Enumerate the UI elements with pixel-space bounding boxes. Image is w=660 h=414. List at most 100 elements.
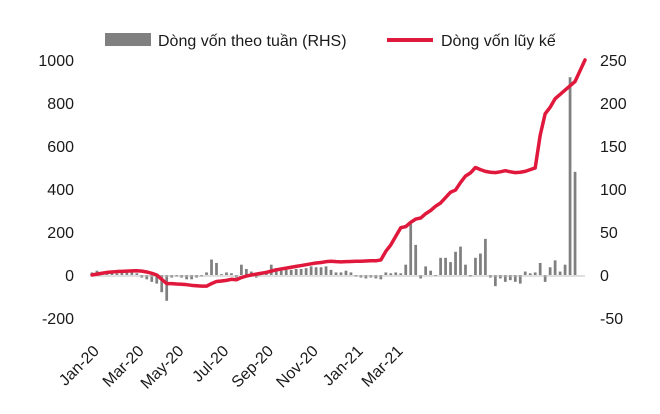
weekly-flow-bar bbox=[533, 272, 537, 275]
weekly-flow-bar bbox=[225, 272, 228, 275]
weekly-flow-bar bbox=[558, 271, 562, 275]
legend: Dòng vốn theo tuần (RHS) Dòng vốn lũy kế bbox=[105, 33, 556, 50]
weekly-flow-bar bbox=[135, 273, 139, 275]
left-tick-label: 600 bbox=[47, 139, 74, 156]
weekly-flow-bar bbox=[230, 273, 233, 275]
weekly-flow-bar bbox=[484, 238, 487, 275]
weekly-flow-bar bbox=[538, 262, 542, 275]
weekly-flow-bar bbox=[319, 267, 323, 275]
weekly-flow-bar bbox=[324, 266, 328, 275]
weekly-flow-bar bbox=[155, 275, 159, 284]
weekly-flow-bar bbox=[424, 266, 428, 275]
weekly-flow-bar bbox=[474, 257, 477, 275]
left-tick-label: 400 bbox=[47, 182, 74, 199]
weekly-flow-bar bbox=[185, 275, 188, 280]
weekly-flow-bar bbox=[568, 77, 572, 275]
weekly-flow-bar bbox=[130, 272, 134, 275]
weekly-flow-bar bbox=[508, 275, 512, 281]
x-tick-label: Jan-21 bbox=[320, 343, 367, 390]
weekly-flow-bar bbox=[503, 275, 507, 282]
cumulative-flow-line bbox=[90, 58, 587, 288]
weekly-flow-bar bbox=[518, 275, 522, 284]
weekly-flow-bar bbox=[279, 270, 283, 275]
x-tick-label: Sep-20 bbox=[229, 343, 278, 392]
weekly-flow-bar bbox=[409, 223, 413, 275]
weekly-flow-bar bbox=[389, 273, 393, 275]
weekly-flow-bar bbox=[434, 275, 437, 276]
weekly-flow-bar bbox=[573, 171, 577, 275]
right-tick-label: 100 bbox=[600, 182, 627, 199]
right-tick-label: -50 bbox=[600, 311, 623, 328]
left-axis-ticks: 1000 800 600 400 200 0 -200 bbox=[38, 53, 74, 328]
weekly-flow-bar bbox=[429, 270, 432, 275]
left-tick-label: 0 bbox=[65, 268, 74, 285]
right-axis-ticks: 250 200 150 100 50 0 -50 bbox=[600, 53, 627, 328]
weekly-flow-bar bbox=[449, 262, 452, 275]
weekly-flow-bar bbox=[294, 268, 298, 275]
right-tick-label: 0 bbox=[600, 268, 609, 285]
weekly-flow-bar bbox=[459, 246, 462, 275]
legend-line-label: Dòng vốn lũy kế bbox=[441, 33, 556, 50]
weekly-flow-bar bbox=[299, 268, 303, 275]
weekly-flow-bar bbox=[240, 264, 243, 275]
weekly-flow-bar bbox=[439, 257, 442, 275]
weekly-flow-bar bbox=[220, 274, 223, 275]
weekly-flow-bar bbox=[493, 275, 497, 287]
left-tick-label: 200 bbox=[47, 225, 74, 242]
weekly-flow-bar bbox=[190, 275, 193, 280]
weekly-flow-bar bbox=[145, 275, 149, 280]
left-tick-label: 800 bbox=[47, 96, 74, 113]
weekly-flow-bar bbox=[165, 275, 169, 301]
right-tick-label: 200 bbox=[600, 96, 627, 113]
right-tick-label: 50 bbox=[600, 225, 618, 242]
x-tick-label: Mar-21 bbox=[359, 343, 407, 391]
weekly-flow-bar bbox=[543, 275, 547, 282]
weekly-flow-bar bbox=[464, 264, 467, 275]
weekly-flow-bar bbox=[309, 266, 313, 275]
weekly-flow-bar bbox=[479, 253, 482, 275]
weekly-flow-bar bbox=[444, 257, 447, 275]
weekly-flow-bar bbox=[563, 264, 567, 275]
x-tick-label: Jul-20 bbox=[189, 343, 232, 386]
weekly-flow-bars bbox=[90, 77, 577, 301]
weekly-flow-bar bbox=[399, 273, 403, 275]
weekly-flow-bar bbox=[205, 272, 208, 275]
weekly-flow-bar bbox=[379, 275, 383, 280]
x-tick-label: Nov-20 bbox=[273, 343, 322, 392]
weekly-flow-bar bbox=[404, 264, 408, 275]
right-tick-label: 150 bbox=[600, 139, 627, 156]
weekly-flow-bar bbox=[329, 269, 333, 275]
left-tick-label: 1000 bbox=[38, 53, 74, 70]
weekly-flow-bar bbox=[548, 267, 552, 275]
weekly-flow-bar bbox=[513, 275, 517, 282]
weekly-flow-bar bbox=[215, 262, 218, 275]
weekly-flow-bar bbox=[304, 268, 308, 275]
weekly-flow-bar bbox=[150, 275, 154, 282]
weekly-flow-bar bbox=[344, 270, 348, 275]
weekly-flow-bar bbox=[414, 244, 418, 275]
weekly-flow-bar bbox=[245, 268, 248, 275]
x-tick-label: Jan-20 bbox=[56, 343, 103, 390]
weekly-flow-bar bbox=[394, 272, 398, 275]
weekly-flow-bar bbox=[284, 269, 288, 275]
weekly-flow-bar bbox=[384, 272, 388, 275]
weekly-flow-bar bbox=[553, 260, 557, 275]
weekly-flow-bar bbox=[349, 272, 353, 275]
weekly-flow-bar bbox=[498, 275, 502, 279]
legend-bar-label: Dòng vốn theo tuần (RHS) bbox=[158, 33, 347, 50]
left-tick-label: -200 bbox=[42, 311, 74, 328]
weekly-flow-bar bbox=[364, 275, 368, 279]
weekly-flow-bar bbox=[419, 275, 423, 279]
weekly-flow-bar bbox=[374, 275, 378, 279]
weekly-flow-bar bbox=[289, 269, 293, 275]
weekly-flow-bar bbox=[334, 272, 338, 275]
weekly-flow-bar bbox=[528, 273, 532, 275]
right-tick-label: 250 bbox=[600, 53, 627, 70]
weekly-flow-bar bbox=[115, 273, 119, 275]
weekly-flow-bar bbox=[314, 267, 318, 275]
x-tick-label: May-20 bbox=[138, 343, 188, 393]
weekly-flow-bar bbox=[125, 271, 129, 275]
weekly-flow-bar bbox=[523, 271, 527, 275]
